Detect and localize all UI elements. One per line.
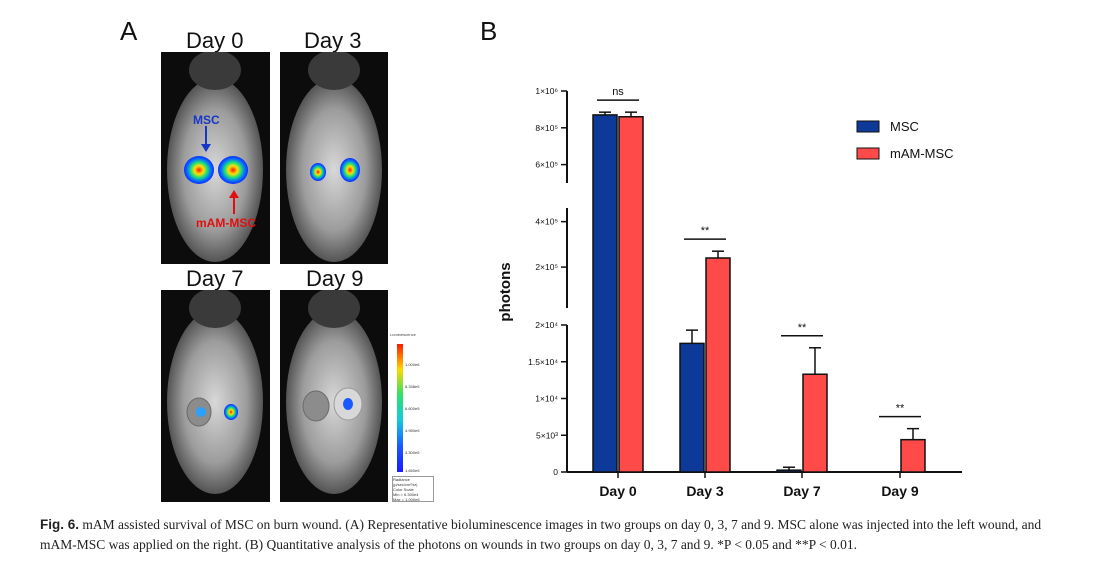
scale-footer-line: Max = 1.000e6 — [393, 497, 420, 502]
bar-msc-0 — [592, 114, 618, 473]
y-tick-label: 2×10⁵ — [535, 262, 558, 272]
caption-text: mAM assisted survival of MSC on burn wou… — [40, 517, 1042, 552]
mouse-image-day7 — [161, 290, 270, 502]
significance-label: ns — [612, 86, 624, 98]
bar-mam-msc-0 — [618, 116, 644, 473]
y-tick-label: 1×10⁶ — [535, 86, 558, 96]
significance-label: ** — [896, 403, 905, 415]
msc-annotation: MSC — [193, 113, 220, 127]
legend-label-msc: MSC — [890, 119, 919, 134]
scale-tick: 6.600e5 — [405, 406, 420, 411]
mam-msc-arrow-icon — [229, 190, 239, 214]
y-tick-label: 0 — [553, 467, 558, 477]
mouse-image-day9 — [280, 290, 388, 502]
msc-arrow-icon — [201, 126, 211, 152]
scale-footer-line: Color Scale — [393, 487, 414, 492]
bar-msc-1 — [679, 342, 705, 473]
y-tick-label: 1×10⁴ — [535, 394, 558, 404]
panel-a-letter: A — [120, 16, 138, 46]
bar-msc-2 — [776, 469, 802, 473]
x-tick-label: Day 0 — [599, 483, 637, 499]
luminescence-scale: Luminescence 1.000e6 8.338e5 6.600e5 4.9… — [390, 332, 434, 502]
scale-tick: 4.950e5 — [405, 428, 420, 433]
photons-bar-chart: 0 5×10³ 1×10⁴ 1.5×10⁴ 2×10⁴ 2×10⁵ 4×10⁵ 6×10⁵ 8×… — [497, 86, 962, 499]
x-tick-label: Day 7 — [783, 483, 821, 499]
y-tick-label: 2×10⁴ — [535, 320, 558, 330]
y-tick-label: 5×10³ — [536, 430, 558, 440]
significance-label: ** — [701, 225, 710, 237]
y-tick-label: 8×10⁵ — [535, 123, 558, 133]
day-label-0: Day 0 — [186, 28, 244, 53]
figure-caption: Fig. 6. mAM assisted survival of MSC on … — [40, 515, 1060, 555]
legend-swatch-mam-msc — [856, 147, 880, 160]
caption-label: Fig. 6. — [40, 517, 80, 532]
significance-label: ** — [798, 322, 807, 334]
scale-footer: Radiance (p/sec/cm²/sr) Color Scale Min … — [392, 476, 434, 502]
mouse-image-day0 — [161, 52, 270, 264]
scale-gradient — [397, 344, 403, 472]
day-label-9: Day 9 — [306, 266, 364, 291]
scale-tick: 8.338e5 — [405, 384, 420, 389]
mouse-image-day3 — [280, 52, 388, 264]
day-label-7: Day 7 — [186, 266, 244, 291]
scale-footer-line: Min = 6.300e4 — [393, 492, 419, 497]
y-tick-label: 6×10⁵ — [535, 160, 558, 170]
y-tick-label: 1.5×10⁴ — [528, 357, 558, 367]
scale-title: Luminescence — [390, 332, 416, 337]
bar-mam-msc-2 — [802, 373, 828, 473]
x-tick-label: Day 3 — [686, 483, 724, 499]
day-label-3: Day 3 — [304, 28, 362, 53]
scale-tick: 1.650e5 — [405, 468, 420, 473]
scale-footer-line: Radiance (p/sec/cm²/sr) — [393, 477, 418, 487]
bar-mam-msc-1 — [705, 257, 731, 473]
scale-tick: 3.300e5 — [405, 450, 420, 455]
y-axis-title: photons — [497, 262, 514, 321]
panel-b-letter: B — [480, 16, 498, 46]
mam-msc-annotation: mAM-MSC — [196, 216, 256, 230]
scale-tick: 1.000e6 — [405, 362, 420, 367]
bar-mam-msc-3 — [900, 438, 926, 473]
legend-label-mam-msc: mAM-MSC — [890, 146, 954, 161]
x-tick-label: Day 9 — [881, 483, 919, 499]
y-tick-label: 4×10⁵ — [535, 217, 558, 227]
legend-swatch-msc — [856, 120, 880, 133]
